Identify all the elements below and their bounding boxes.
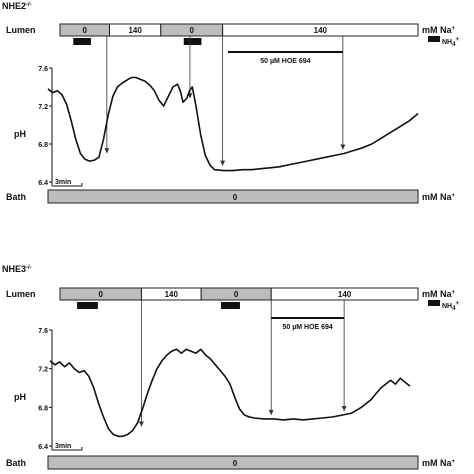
lumen-unit-sup: + bbox=[452, 290, 456, 296]
drug-label: 50 µM HOE 694 bbox=[260, 58, 310, 65]
bath-label: Bath bbox=[6, 192, 26, 202]
scale-bar-label: 3min bbox=[55, 443, 71, 450]
nh4-sub: 4 bbox=[452, 42, 456, 48]
arrow-head bbox=[104, 148, 110, 154]
ph-trace bbox=[47, 76, 419, 172]
nh4-legend-swatch bbox=[428, 300, 440, 306]
nh4-sup: + bbox=[455, 301, 459, 307]
lumen-segment-value: 0 bbox=[98, 290, 103, 299]
arrow-head bbox=[340, 144, 346, 150]
nh4-legend-swatch bbox=[428, 36, 440, 42]
bath-unit: mM Na+ bbox=[422, 192, 456, 202]
lumen-segment-value: 0 bbox=[83, 26, 88, 35]
lumen-segment-value: 0 bbox=[234, 290, 239, 299]
bath-unit: mM Na+ bbox=[422, 458, 456, 468]
lumen-segment-value: 140 bbox=[314, 26, 328, 35]
scale-bar-label: 3min bbox=[55, 179, 71, 186]
arrow-head bbox=[341, 406, 347, 412]
y-tick-label: 7.6 bbox=[38, 328, 48, 335]
chart-title: NHE3-/- bbox=[2, 264, 32, 274]
y-axis-label: pH bbox=[14, 129, 26, 139]
bath-value: 0 bbox=[233, 459, 238, 468]
chart-title: NHE2-/- bbox=[2, 1, 32, 11]
lumen-unit: mM Na+ bbox=[422, 25, 456, 35]
nh4-pulse bbox=[221, 302, 240, 309]
bath-value: 0 bbox=[233, 193, 238, 202]
y-tick-label: 7.2 bbox=[38, 367, 48, 374]
bath-label: Bath bbox=[6, 458, 26, 468]
bath-unit-sup: + bbox=[452, 193, 456, 199]
chart-title-sup: -/- bbox=[26, 265, 32, 271]
lumen-segment bbox=[270, 287, 419, 301]
nh4-label: NH4+ bbox=[442, 301, 459, 312]
drug-label: 50 µM HOE 694 bbox=[282, 324, 332, 331]
arrow-head bbox=[220, 160, 226, 166]
arrow-head bbox=[268, 409, 274, 415]
y-axis-label: pH bbox=[14, 392, 26, 402]
y-tick-label: 6.8 bbox=[38, 142, 48, 149]
y-tick-label: 6.4 bbox=[38, 180, 48, 187]
nh4-sub: 4 bbox=[452, 306, 456, 312]
nh4-pulse bbox=[77, 302, 98, 309]
lumen-segment-value: 140 bbox=[165, 290, 179, 299]
y-tick-label: 6.8 bbox=[38, 405, 48, 412]
bath-unit-sup: + bbox=[452, 459, 456, 465]
lumen-segment-value: 0 bbox=[189, 26, 194, 35]
nh4-pulse bbox=[73, 38, 91, 45]
lumen-label: Lumen bbox=[6, 289, 36, 299]
bath-bar bbox=[47, 189, 419, 204]
chart-panel-2: NHE3-/- Lumen 0 140 0 140 mM Na+ NH4+ 50 µM HOE … bbox=[2, 264, 459, 470]
y-tick-label: 6.4 bbox=[38, 444, 48, 451]
nh4-pulse bbox=[183, 38, 202, 45]
chart-panel-1: NHE2-/- Lumen 0 140 0 140 mM Na+ NH4+ 50 µM HOE … bbox=[2, 1, 459, 204]
lumen-label: Lumen bbox=[6, 25, 36, 35]
y-tick-label: 7.2 bbox=[38, 104, 48, 111]
nh4-label: NH4+ bbox=[442, 37, 459, 48]
nh4-sup: + bbox=[455, 37, 459, 43]
y-tick-label: 7.6 bbox=[38, 66, 48, 73]
lumen-segment bbox=[222, 23, 419, 37]
lumen-unit-sup: + bbox=[452, 26, 456, 32]
lumen-unit: mM Na+ bbox=[422, 289, 456, 299]
ph-trace bbox=[49, 348, 411, 438]
chart-title-sup: -/- bbox=[26, 2, 32, 8]
lumen-segment-value: 140 bbox=[338, 290, 352, 299]
lumen-segment-value: 140 bbox=[128, 26, 142, 35]
bath-bar bbox=[47, 455, 419, 470]
arrow-head bbox=[138, 421, 144, 427]
